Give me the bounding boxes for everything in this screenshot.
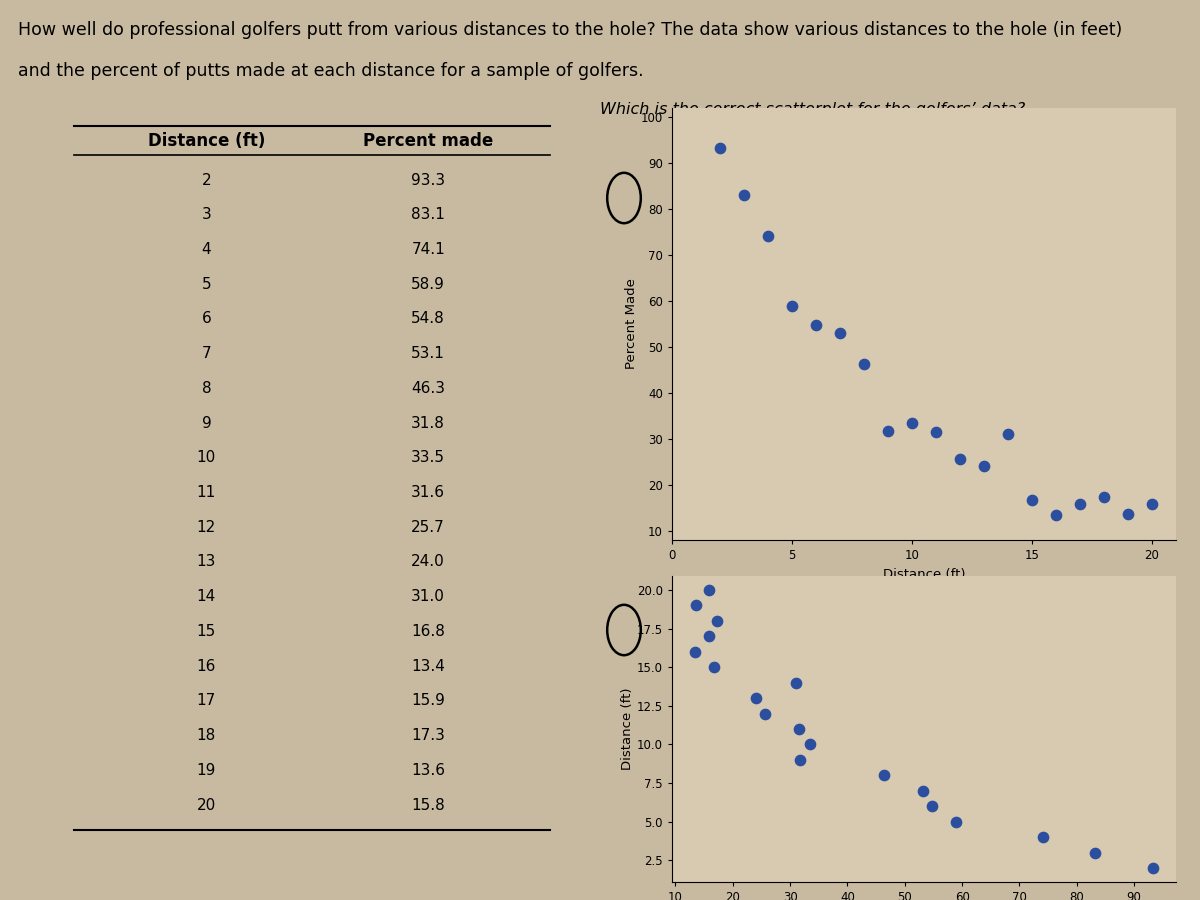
Point [926, 424, 946, 438]
Text: 17: 17 [197, 693, 216, 708]
Text: 93.3: 93.3 [412, 173, 445, 187]
Y-axis label: Percent Made: Percent Made [625, 279, 638, 369]
X-axis label: Distance (ft): Distance (ft) [883, 568, 965, 580]
Text: How well do professional golfers putt from various distances to the hole? The da: How well do professional golfers putt fr… [18, 21, 1122, 39]
Text: Distance (ft): Distance (ft) [148, 131, 265, 149]
Text: 2: 2 [202, 173, 211, 187]
Text: 46.3: 46.3 [412, 381, 445, 396]
Point [686, 598, 706, 613]
Point [947, 814, 966, 829]
Text: 58.9: 58.9 [412, 276, 445, 292]
Text: 20: 20 [197, 797, 216, 813]
Text: 14: 14 [197, 590, 216, 604]
Text: 54.8: 54.8 [412, 311, 445, 327]
Point [874, 769, 893, 783]
Text: 15.9: 15.9 [412, 693, 445, 708]
Point [1094, 491, 1114, 505]
Text: 10: 10 [197, 450, 216, 465]
Point [1070, 497, 1090, 511]
Text: 31.6: 31.6 [412, 485, 445, 500]
Point [974, 459, 994, 473]
Point [786, 675, 805, 689]
Point [1046, 508, 1066, 522]
Y-axis label: Distance (ft): Distance (ft) [622, 688, 634, 770]
Text: and the percent of putts made at each distance for a sample of golfers.: and the percent of putts made at each di… [18, 61, 643, 80]
Point [800, 737, 820, 751]
Text: 7: 7 [202, 346, 211, 361]
Text: 8: 8 [202, 381, 211, 396]
Point [685, 644, 704, 659]
Point [704, 660, 724, 674]
Text: 5: 5 [202, 276, 211, 292]
Text: 74.1: 74.1 [412, 242, 445, 257]
Text: 15: 15 [197, 624, 216, 639]
Point [1118, 507, 1138, 521]
Point [756, 706, 775, 721]
Point [854, 356, 874, 371]
Point [700, 582, 719, 597]
Point [1142, 497, 1162, 511]
Text: 83.1: 83.1 [412, 207, 445, 222]
Point [758, 229, 778, 243]
Text: Which is the correct scatterplot for the golfers’ data?: Which is the correct scatterplot for the… [600, 103, 1025, 117]
Point [1144, 861, 1163, 876]
Point [878, 423, 898, 437]
Text: 13: 13 [197, 554, 216, 570]
Text: 3: 3 [202, 207, 211, 222]
Text: 31.8: 31.8 [412, 416, 445, 430]
Text: 9: 9 [202, 416, 211, 430]
Point [998, 428, 1018, 442]
Point [746, 691, 766, 706]
Point [923, 799, 942, 814]
Text: 25.7: 25.7 [412, 520, 445, 535]
Point [700, 629, 719, 643]
Text: 53.1: 53.1 [412, 346, 445, 361]
Text: 13.6: 13.6 [412, 763, 445, 778]
Text: 31.0: 31.0 [412, 590, 445, 604]
Point [913, 784, 932, 798]
Point [950, 452, 970, 466]
Point [782, 299, 802, 313]
Point [710, 140, 730, 155]
Point [791, 752, 810, 767]
Text: 15.8: 15.8 [412, 797, 445, 813]
Point [734, 188, 754, 202]
Text: 24.0: 24.0 [412, 554, 445, 570]
Text: 6: 6 [202, 311, 211, 327]
Text: 17.3: 17.3 [412, 728, 445, 743]
Text: 16: 16 [197, 659, 216, 674]
Text: Percent made: Percent made [364, 131, 493, 149]
Text: 13.4: 13.4 [412, 659, 445, 674]
Text: 11: 11 [197, 485, 216, 500]
Text: 18: 18 [197, 728, 216, 743]
Text: 12: 12 [197, 520, 216, 535]
Point [1022, 492, 1042, 507]
Text: 33.5: 33.5 [412, 450, 445, 465]
Point [708, 614, 727, 628]
Text: 4: 4 [202, 242, 211, 257]
Point [1085, 845, 1104, 859]
Point [1033, 830, 1052, 844]
Text: 16.8: 16.8 [412, 624, 445, 639]
Point [830, 326, 850, 340]
Point [806, 318, 826, 332]
Point [902, 416, 922, 430]
Point [790, 722, 809, 736]
Text: 19: 19 [197, 763, 216, 778]
